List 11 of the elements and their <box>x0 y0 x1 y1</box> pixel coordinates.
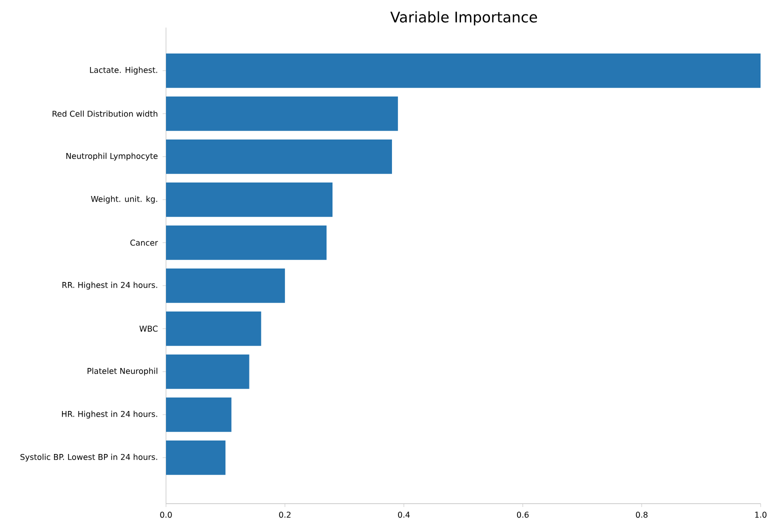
bar <box>166 96 398 131</box>
bar <box>166 139 392 174</box>
bar <box>166 354 250 389</box>
bar <box>166 268 285 303</box>
bar <box>166 397 232 432</box>
chart-title: Variable Importance <box>390 11 538 26</box>
bar <box>166 311 262 346</box>
bar <box>166 225 327 260</box>
bar <box>166 440 226 475</box>
bar <box>166 53 761 88</box>
bar <box>166 182 333 217</box>
